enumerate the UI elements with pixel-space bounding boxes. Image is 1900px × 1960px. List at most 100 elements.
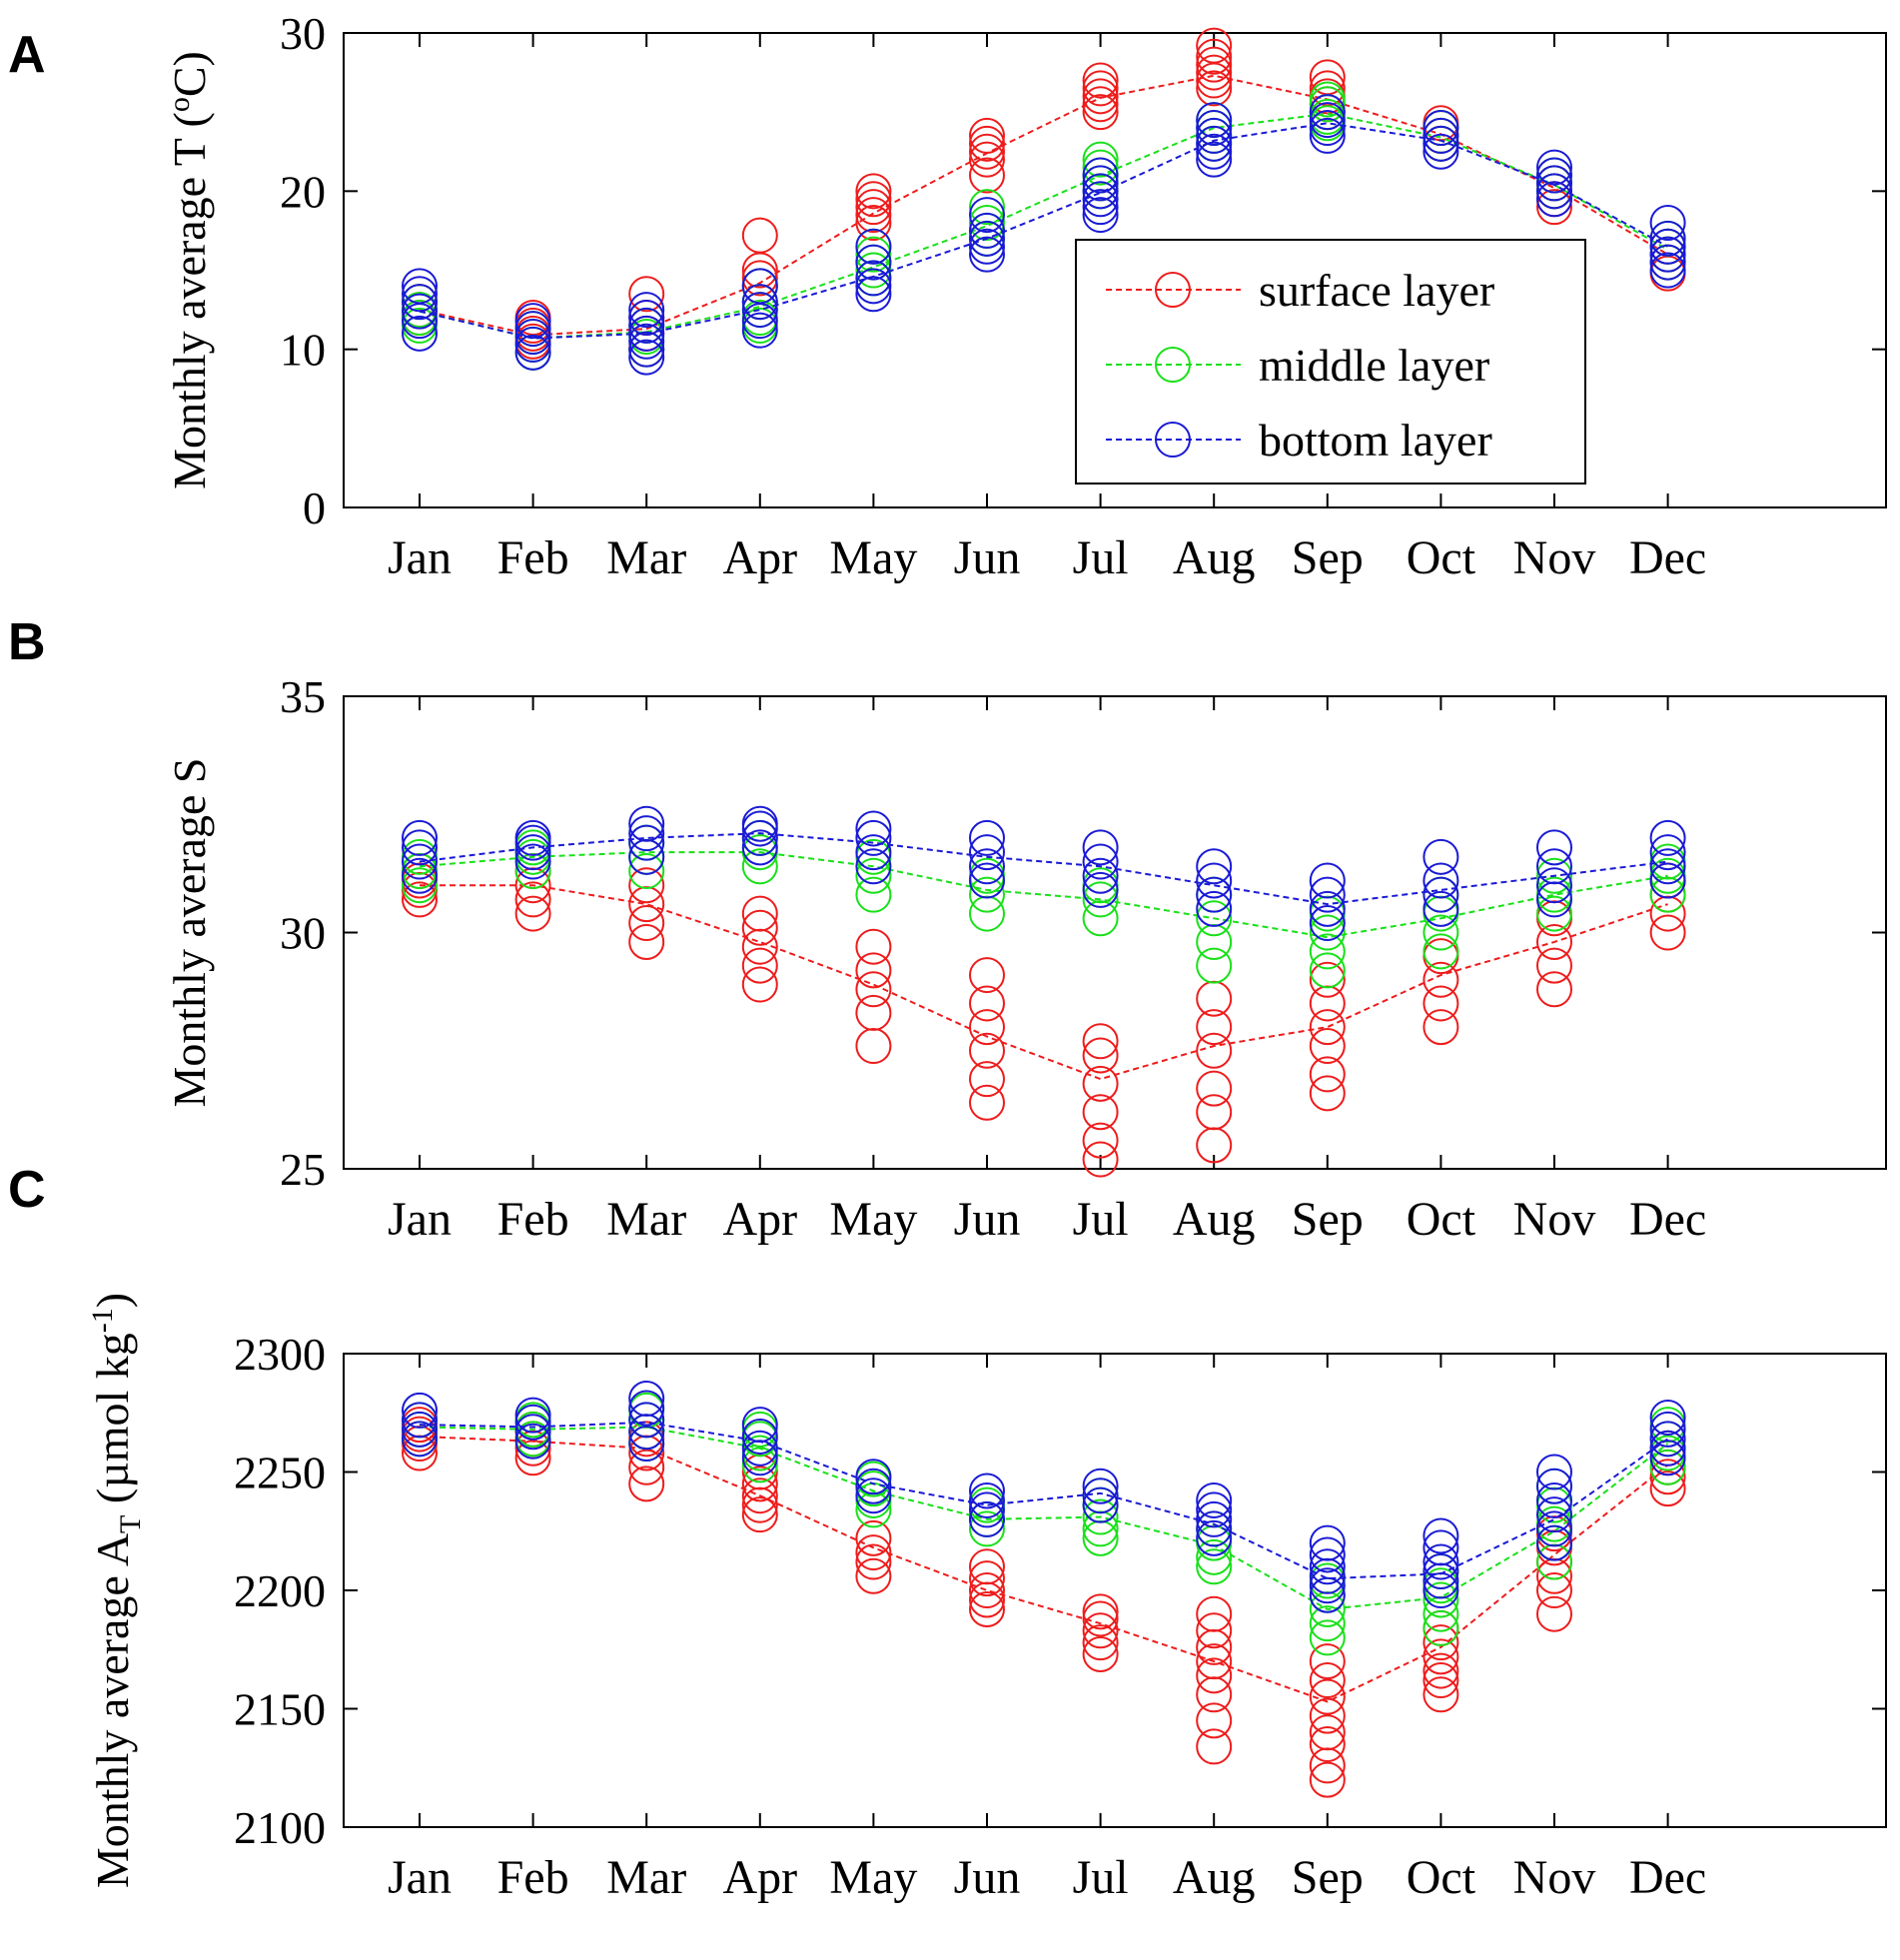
series-line (419, 1426, 1669, 1610)
x-tick-label: Apr (722, 1851, 797, 1904)
data-point (1196, 900, 1233, 937)
data-point (1423, 1609, 1459, 1646)
data-point (969, 1590, 1005, 1627)
data-point (855, 928, 892, 965)
x-tick-label: Jun (954, 1193, 1021, 1246)
data-point (1649, 1459, 1686, 1495)
data-point (1309, 110, 1346, 146)
series-bottom (402, 1381, 1686, 1613)
data-point (1309, 914, 1346, 951)
data-point (1196, 876, 1233, 913)
y-tick-label: 20 (280, 166, 326, 217)
data-point (741, 966, 778, 1003)
data-point (1082, 1468, 1119, 1504)
x-tick-label: Jul (1073, 1851, 1129, 1904)
data-point (1649, 848, 1686, 885)
data-point (855, 236, 892, 273)
data-point (1423, 914, 1459, 951)
data-point (1196, 1500, 1233, 1537)
data-point (1423, 1529, 1459, 1566)
data-point (1196, 1009, 1233, 1046)
y-axis-label-part: Monthly average T ( (164, 112, 215, 490)
data-point (628, 339, 665, 376)
data-point (402, 843, 438, 880)
data-point (1536, 173, 1572, 210)
data-point (969, 1510, 1005, 1547)
data-point (855, 971, 892, 1008)
data-point (402, 284, 438, 321)
data-point (741, 260, 778, 297)
data-point (1082, 1094, 1119, 1131)
x-tick-label: May (829, 1851, 917, 1904)
data-point (855, 197, 892, 234)
data-point (1196, 38, 1233, 75)
plot-frame (343, 32, 1887, 508)
data-point (628, 815, 665, 852)
data-point (628, 331, 665, 368)
data-point (1196, 1657, 1233, 1694)
data-point (855, 173, 892, 210)
data-point (1196, 1510, 1233, 1547)
data-point (1423, 1009, 1459, 1046)
data-point (969, 895, 1005, 932)
x-tick-label: Jul (1073, 1193, 1129, 1246)
legend-label: surface layer (1259, 265, 1494, 316)
y-tick-label: 2100 (234, 1802, 326, 1853)
data-point (402, 857, 438, 894)
data-point (855, 994, 892, 1031)
data-point (1196, 70, 1233, 107)
data-point (1536, 895, 1572, 932)
data-point (1309, 1524, 1346, 1561)
data-point (1536, 848, 1572, 885)
data-point (1309, 1548, 1346, 1585)
data-point (1082, 1486, 1119, 1523)
data-point (741, 268, 778, 305)
x-tick-label: Apr (722, 531, 797, 584)
x-tick-label: Feb (497, 1851, 569, 1904)
x-tick-label: Nov (1513, 531, 1596, 584)
data-point (855, 189, 892, 226)
x-tick-label: Aug (1173, 1193, 1256, 1246)
data-point (1196, 1595, 1233, 1632)
data-point (969, 1472, 1005, 1509)
data-point (969, 205, 1005, 241)
data-point (514, 834, 551, 871)
data-point (1082, 181, 1119, 218)
legend-marker (1155, 347, 1191, 383)
panel-b: B 25 30 35 Jan Feb Mar Apr May Jun Jul Aug Sep Oct Nov… (8, 613, 1887, 1246)
data-point (969, 1032, 1005, 1069)
y-axis-label: Monthly average AT (µmol kg-1) (86, 1293, 147, 1888)
data-point (1309, 862, 1346, 899)
data-point (969, 862, 1005, 899)
data-point (1196, 1676, 1233, 1713)
series-line (419, 1435, 1669, 1703)
x-tick-label: Jun (954, 1851, 1021, 1904)
data-point (855, 268, 892, 305)
data-point (1196, 1032, 1233, 1069)
data-point (628, 886, 665, 923)
data-point (628, 1402, 665, 1439)
data-point (402, 268, 438, 305)
data-point (1423, 862, 1459, 899)
y-tick-label: 2150 (234, 1684, 326, 1735)
data-point (514, 881, 551, 918)
data-point (741, 284, 778, 321)
data-point (1649, 244, 1686, 281)
panel-c: C 2100 2150 2200 2250 2300 Jan Feb Mar Apr May Jun J… (8, 1161, 1887, 1904)
data-point (969, 1009, 1005, 1046)
panel-letter: C (8, 1161, 46, 1219)
data-point (741, 1466, 778, 1502)
series-bottom (402, 94, 1686, 376)
data-point (741, 829, 778, 866)
data-point (969, 1572, 1005, 1608)
data-point (741, 217, 778, 254)
data-point (1423, 1517, 1459, 1554)
data-point (1536, 1454, 1572, 1490)
x-tick-label: Feb (497, 531, 569, 584)
y-tick-label: 35 (280, 671, 326, 722)
data-point (969, 876, 1005, 913)
data-point (969, 1481, 1005, 1518)
data-point (855, 181, 892, 218)
data-point (628, 1390, 665, 1427)
series-surface (402, 1407, 1686, 1798)
